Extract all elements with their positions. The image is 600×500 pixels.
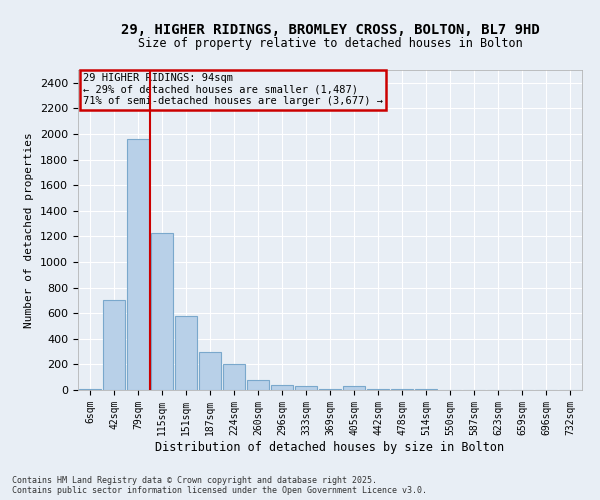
Bar — [79, 388, 101, 390]
Text: Size of property relative to detached houses in Bolton: Size of property relative to detached ho… — [137, 38, 523, 51]
Text: 29 HIGHER RIDINGS: 94sqm
← 29% of detached houses are smaller (1,487)
71% of sem: 29 HIGHER RIDINGS: 94sqm ← 29% of detach… — [83, 73, 383, 106]
Text: 29, HIGHER RIDINGS, BROMLEY CROSS, BOLTON, BL7 9HD: 29, HIGHER RIDINGS, BROMLEY CROSS, BOLTO… — [121, 22, 539, 36]
X-axis label: Distribution of detached houses by size in Bolton: Distribution of detached houses by size … — [155, 440, 505, 454]
Bar — [367, 388, 389, 390]
Bar — [175, 316, 197, 390]
Bar — [271, 385, 293, 390]
Bar — [103, 300, 125, 390]
Text: Contains HM Land Registry data © Crown copyright and database right 2025.
Contai: Contains HM Land Registry data © Crown c… — [12, 476, 427, 495]
Bar — [127, 139, 149, 390]
Y-axis label: Number of detached properties: Number of detached properties — [25, 132, 34, 328]
Bar — [247, 380, 269, 390]
Bar — [199, 352, 221, 390]
Bar — [295, 386, 317, 390]
Bar — [223, 364, 245, 390]
Bar — [319, 388, 341, 390]
Bar — [343, 386, 365, 390]
Bar — [151, 232, 173, 390]
